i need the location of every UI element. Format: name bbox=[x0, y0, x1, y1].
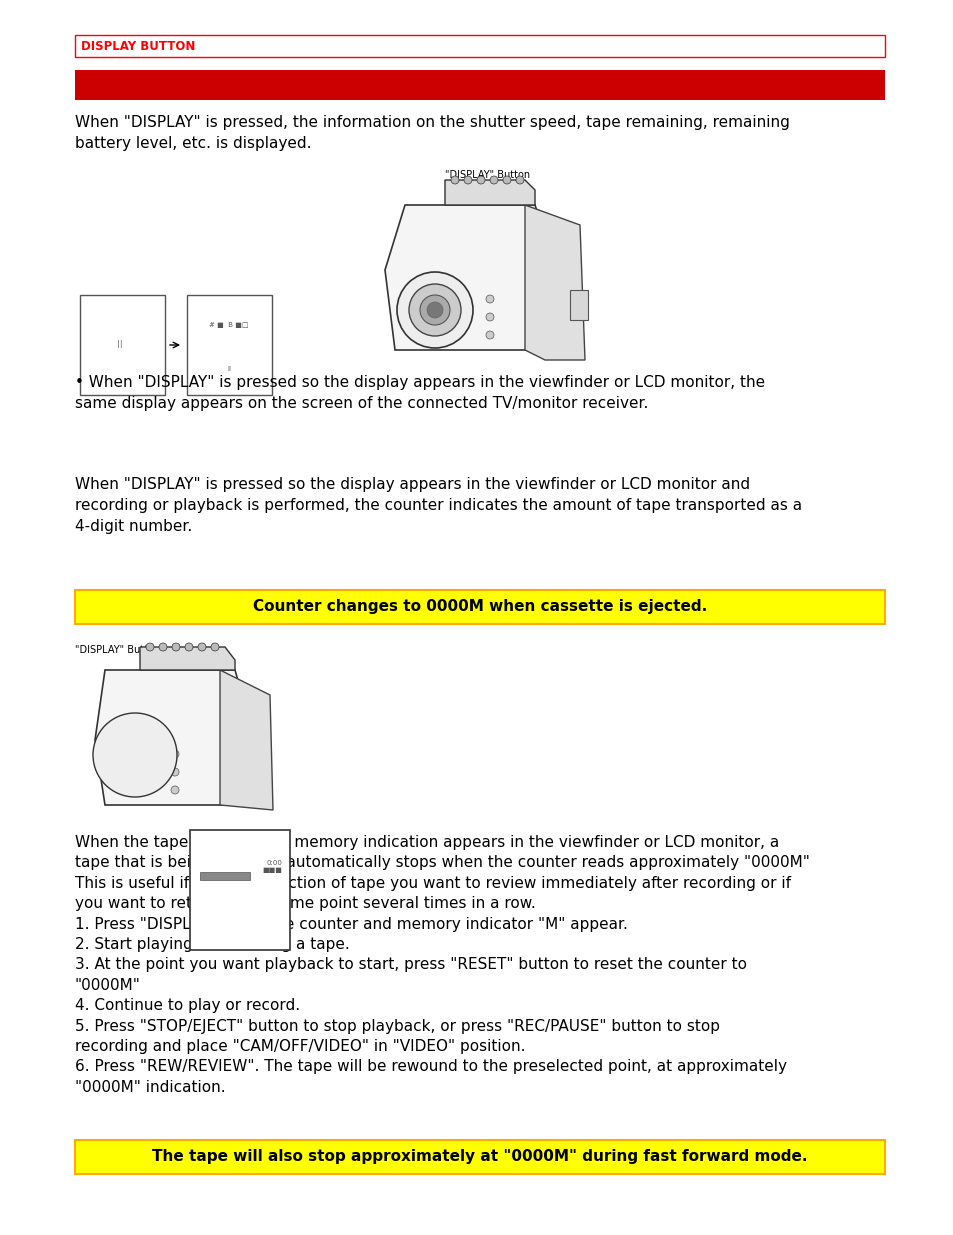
Circle shape bbox=[490, 177, 497, 184]
Text: "DISPLAY" Button: "DISPLAY" Button bbox=[75, 645, 160, 655]
Circle shape bbox=[171, 785, 179, 794]
Text: When "DISPLAY" is pressed, the information on the shutter speed, tape remaining,: When "DISPLAY" is pressed, the informati… bbox=[75, 115, 789, 151]
Circle shape bbox=[502, 177, 511, 184]
Polygon shape bbox=[140, 647, 234, 671]
Text: "DISPLAY" Button: "DISPLAY" Button bbox=[444, 170, 530, 180]
Polygon shape bbox=[220, 671, 273, 810]
Bar bbox=[187, 295, 272, 395]
Text: When the tape counter with memory indication appears in the viewfinder or LCD mo: When the tape counter with memory indica… bbox=[75, 835, 809, 1094]
Polygon shape bbox=[524, 205, 584, 359]
Circle shape bbox=[396, 272, 473, 348]
Text: 0:00
■■■: 0:00 ■■■ bbox=[262, 860, 282, 873]
Bar bbox=[75, 590, 884, 624]
Circle shape bbox=[419, 295, 450, 325]
Circle shape bbox=[485, 331, 494, 338]
Circle shape bbox=[485, 312, 494, 321]
Circle shape bbox=[463, 177, 472, 184]
Circle shape bbox=[427, 303, 442, 317]
Text: Counter changes to 0000M when cassette is ejected.: Counter changes to 0000M when cassette i… bbox=[253, 599, 706, 615]
Bar bbox=[569, 290, 587, 320]
Circle shape bbox=[171, 768, 179, 776]
Text: II: II bbox=[227, 366, 231, 372]
Polygon shape bbox=[385, 205, 544, 350]
Polygon shape bbox=[95, 671, 250, 805]
Circle shape bbox=[172, 643, 180, 651]
Circle shape bbox=[476, 177, 484, 184]
Circle shape bbox=[451, 177, 458, 184]
Text: # ■  B ■□: # ■ B ■□ bbox=[209, 322, 249, 329]
Circle shape bbox=[211, 643, 219, 651]
Circle shape bbox=[159, 643, 167, 651]
Circle shape bbox=[117, 737, 152, 773]
Text: • When "DISPLAY" is pressed so the display appears in the viewfinder or LCD moni: • When "DISPLAY" is pressed so the displ… bbox=[75, 375, 764, 411]
Circle shape bbox=[126, 746, 144, 764]
Bar bbox=[75, 35, 884, 57]
Bar bbox=[200, 872, 250, 881]
Text: The tape will also stop approximately at "0000M" during fast forward mode.: The tape will also stop approximately at… bbox=[152, 1150, 807, 1165]
Circle shape bbox=[485, 295, 494, 303]
Bar bbox=[75, 1140, 884, 1174]
Circle shape bbox=[171, 750, 179, 758]
Polygon shape bbox=[444, 180, 535, 205]
Circle shape bbox=[185, 643, 193, 651]
Circle shape bbox=[146, 643, 153, 651]
Text: DISPLAY BUTTON: DISPLAY BUTTON bbox=[81, 40, 195, 53]
Bar bbox=[80, 295, 165, 395]
Circle shape bbox=[92, 713, 177, 797]
Circle shape bbox=[105, 725, 165, 785]
Circle shape bbox=[198, 643, 206, 651]
Text: II: II bbox=[117, 340, 123, 350]
Bar bbox=[75, 70, 884, 100]
Circle shape bbox=[516, 177, 523, 184]
Text: When "DISPLAY" is pressed so the display appears in the viewfinder or LCD monito: When "DISPLAY" is pressed so the display… bbox=[75, 477, 801, 534]
Bar bbox=[190, 830, 290, 950]
Circle shape bbox=[409, 284, 460, 336]
